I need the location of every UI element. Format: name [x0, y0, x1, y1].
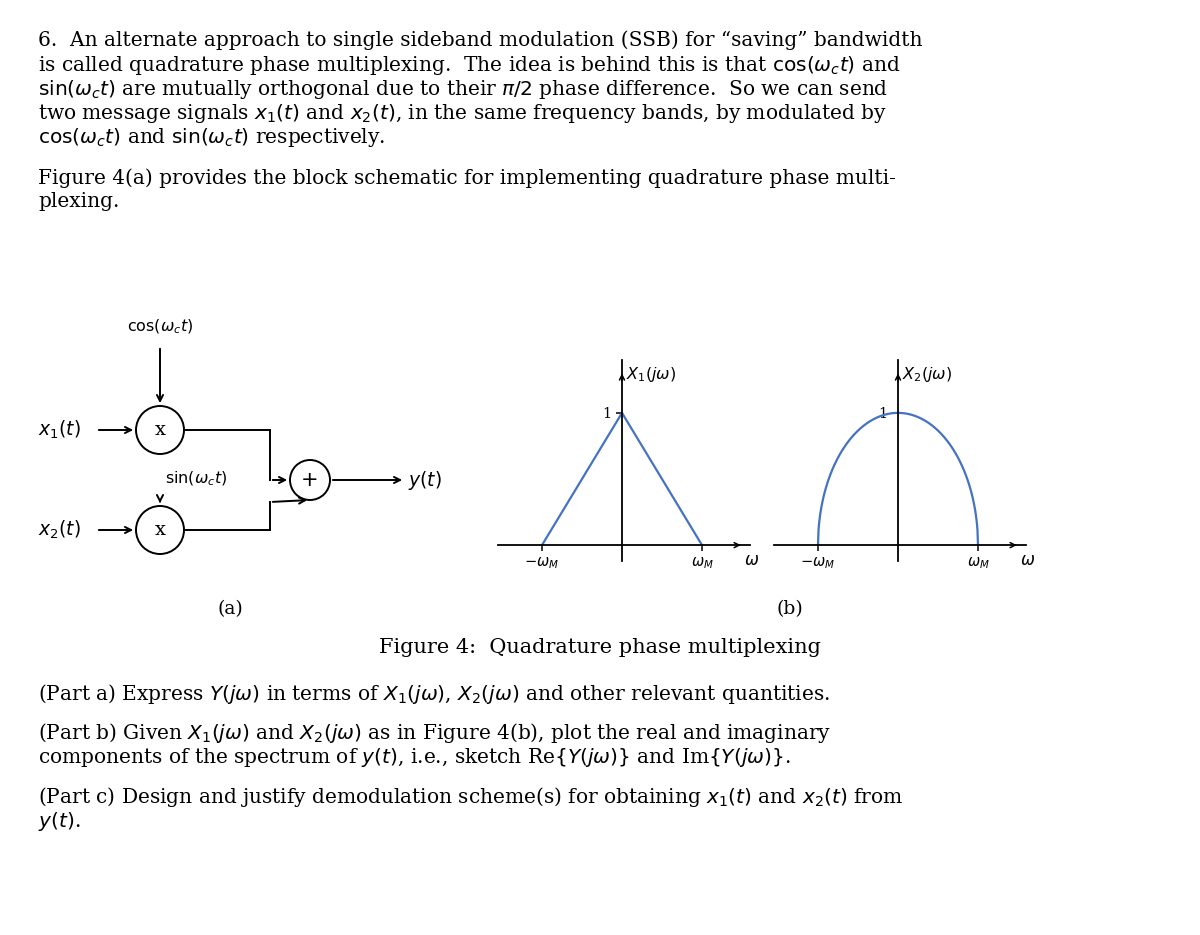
Text: $y(t)$.: $y(t)$. [38, 810, 80, 833]
Text: $x_1(t)$: $x_1(t)$ [38, 419, 80, 441]
Text: Figure 4(a) provides the block schematic for implementing quadrature phase multi: Figure 4(a) provides the block schematic… [38, 168, 896, 188]
Text: $y(t)$: $y(t)$ [408, 468, 442, 492]
Text: plexing.: plexing. [38, 192, 119, 211]
Text: 6.  An alternate approach to single sideband modulation (SSB) for “saving” bandw: 6. An alternate approach to single sideb… [38, 30, 923, 50]
Text: $x_2(t)$: $x_2(t)$ [38, 519, 80, 541]
Text: is called quadrature phase multiplexing.  The idea is behind this is that $\cos(: is called quadrature phase multiplexing.… [38, 54, 900, 77]
Text: components of the spectrum of $y(t)$, i.e., sketch Re$\{Y(j\omega)\}$ and Im$\{Y: components of the spectrum of $y(t)$, i.… [38, 746, 791, 769]
Text: Figure 4:  Quadrature phase multiplexing: Figure 4: Quadrature phase multiplexing [379, 638, 821, 657]
Text: x: x [155, 521, 166, 539]
Text: $X_1(j\omega)$: $X_1(j\omega)$ [626, 365, 677, 383]
Text: $\cos(\omega_c t)$: $\cos(\omega_c t)$ [127, 318, 193, 337]
Text: two message signals $x_1(t)$ and $x_2(t)$, in the same frequency bands, by modul: two message signals $x_1(t)$ and $x_2(t)… [38, 102, 887, 125]
Text: $\sin(\omega_c t)$ are mutually orthogonal due to their $\pi/2$ phase difference: $\sin(\omega_c t)$ are mutually orthogon… [38, 78, 888, 101]
Text: $X_2(j\omega)$: $X_2(j\omega)$ [902, 365, 953, 383]
Text: $\sin(\omega_c t)$: $\sin(\omega_c t)$ [166, 470, 227, 488]
Text: (Part c) Design and justify demodulation scheme(s) for obtaining $x_1(t)$ and $x: (Part c) Design and justify demodulation… [38, 785, 904, 809]
Text: $\cos(\omega_c t)$ and $\sin(\omega_c t)$ respectively.: $\cos(\omega_c t)$ and $\sin(\omega_c t)… [38, 126, 385, 149]
Text: +: + [301, 470, 319, 490]
Text: x: x [155, 421, 166, 439]
Text: (a): (a) [217, 600, 242, 618]
Text: (Part a) Express $Y(j\omega)$ in terms of $X_1(j\omega)$, $X_2(j\omega)$ and oth: (Part a) Express $Y(j\omega)$ in terms o… [38, 682, 830, 706]
Text: $\omega$: $\omega$ [1020, 552, 1036, 568]
Text: $\omega$: $\omega$ [744, 552, 760, 568]
Text: (Part b) Given $X_1(j\omega)$ and $X_2(j\omega)$ as in Figure 4(b), plot the rea: (Part b) Given $X_1(j\omega)$ and $X_2(j… [38, 721, 832, 745]
Text: (b): (b) [776, 600, 803, 618]
